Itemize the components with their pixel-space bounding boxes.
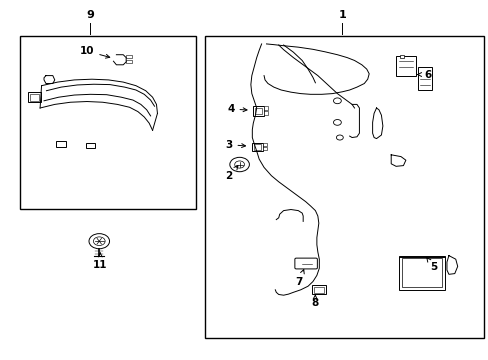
Text: 4: 4 — [226, 104, 246, 114]
FancyBboxPatch shape — [294, 258, 317, 269]
Text: 3: 3 — [225, 140, 245, 150]
Bar — [253, 106, 264, 116]
Bar — [264, 106, 267, 110]
Bar — [20, 36, 195, 209]
Bar — [126, 55, 132, 58]
Bar — [417, 67, 431, 90]
Text: 9: 9 — [86, 10, 94, 20]
Bar — [262, 143, 266, 146]
Bar — [311, 285, 325, 294]
Bar — [126, 60, 132, 63]
Text: 2: 2 — [225, 166, 238, 181]
Bar — [251, 143, 262, 151]
Text: 10: 10 — [80, 46, 109, 58]
Text: 7: 7 — [295, 270, 304, 287]
Bar — [313, 287, 323, 293]
Bar — [56, 141, 66, 147]
Text: 11: 11 — [93, 253, 107, 270]
Bar — [264, 111, 267, 115]
Bar — [399, 55, 404, 58]
Bar — [85, 143, 95, 148]
Bar — [253, 144, 260, 150]
Text: 1: 1 — [338, 10, 346, 20]
Bar — [402, 258, 441, 287]
Bar — [395, 56, 415, 76]
Bar — [205, 36, 483, 338]
Bar — [398, 256, 444, 290]
Bar — [30, 94, 39, 101]
Text: 5: 5 — [426, 257, 437, 272]
Text: 8: 8 — [311, 295, 318, 308]
Bar — [28, 92, 41, 102]
Bar — [255, 108, 262, 114]
Text: 6: 6 — [417, 69, 430, 80]
Bar — [262, 147, 266, 150]
